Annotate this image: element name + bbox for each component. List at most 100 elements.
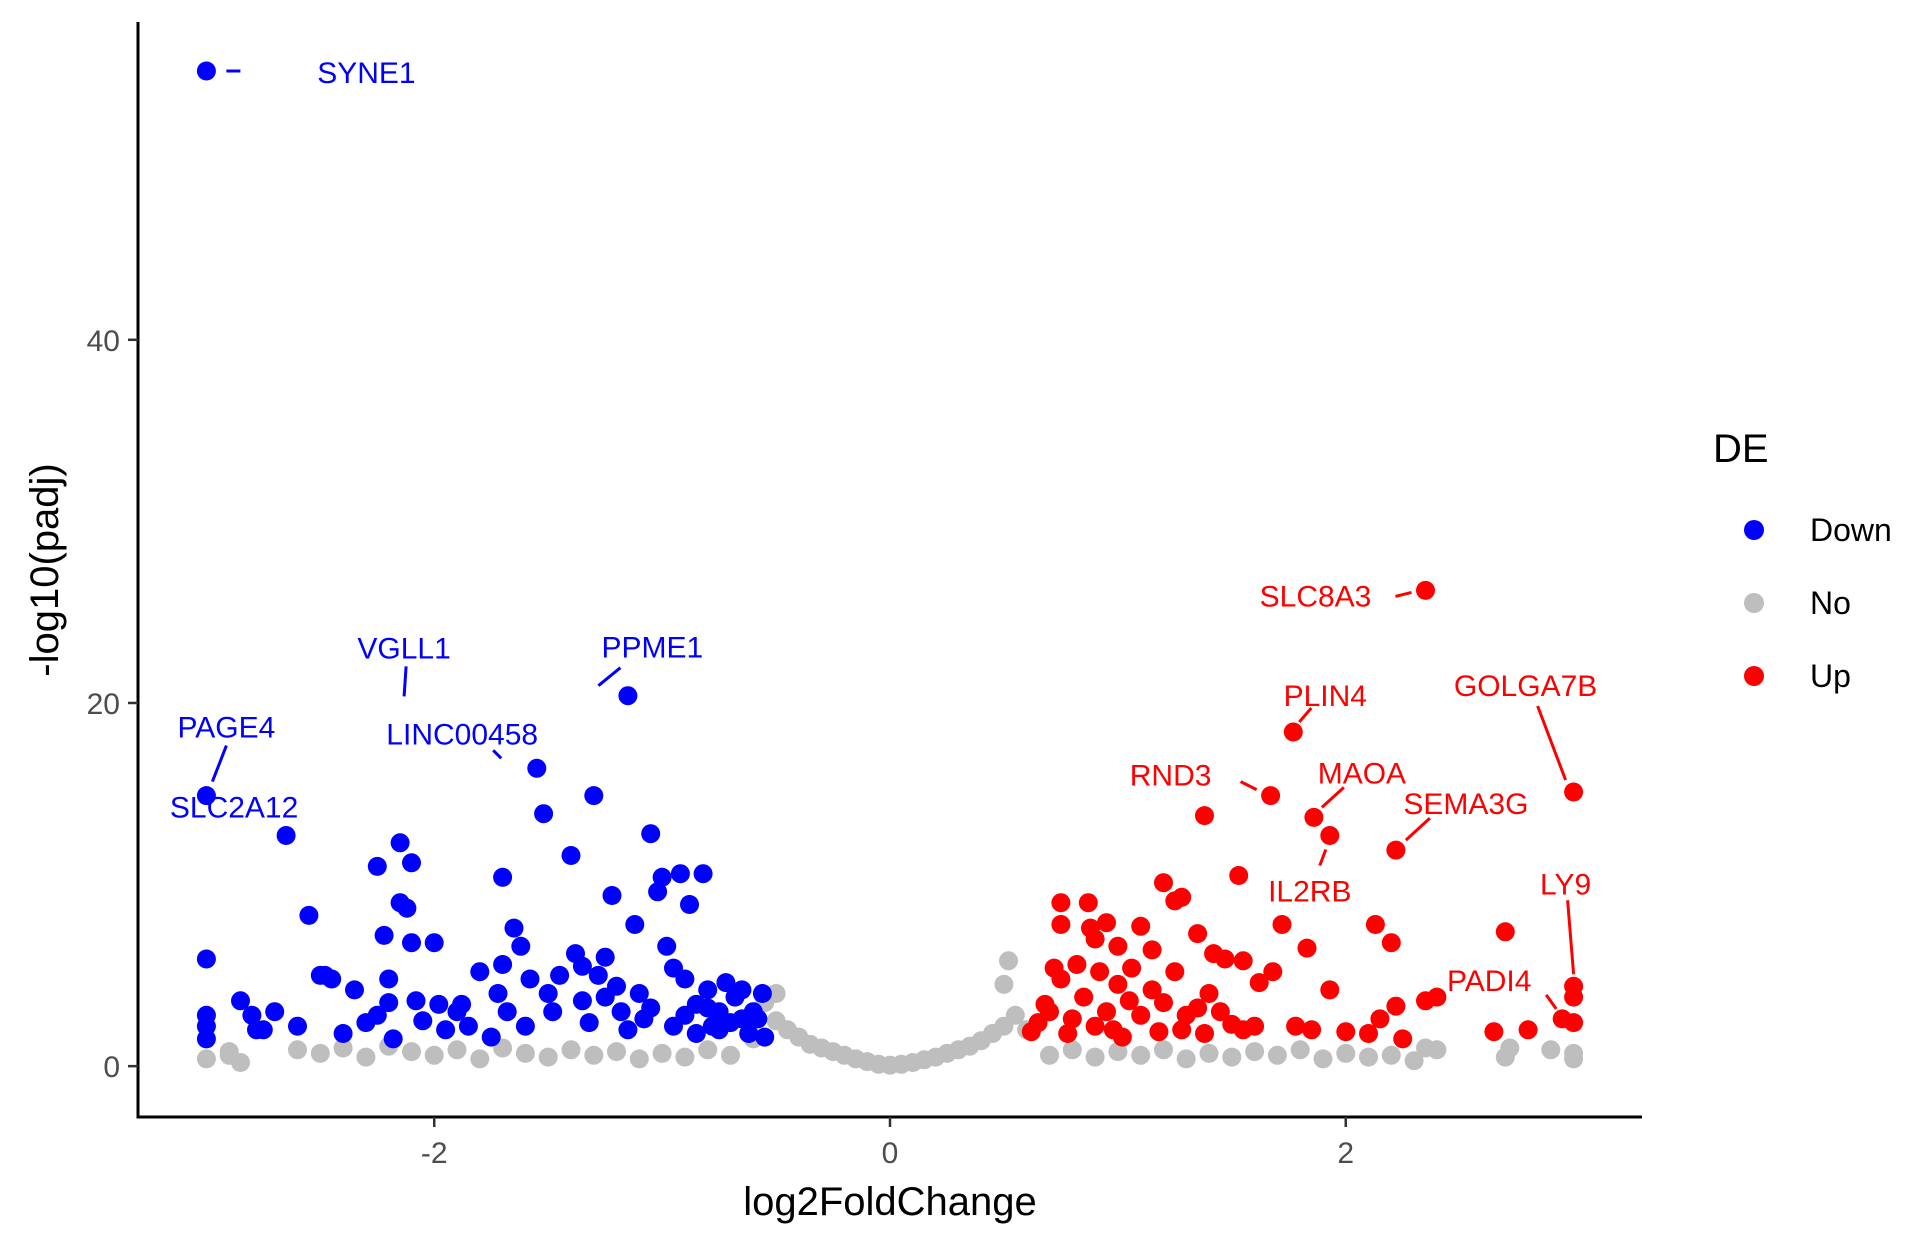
point-down [470, 962, 490, 982]
point-no [629, 1049, 649, 1069]
point-down [588, 965, 608, 985]
point-down [481, 1027, 501, 1047]
point-down [402, 853, 421, 873]
gene-label-ppme1: PPME1 [602, 632, 704, 665]
point-down [709, 1020, 729, 1040]
point-down [515, 1016, 535, 1036]
point-no [288, 1040, 307, 1060]
point-up [1172, 887, 1192, 907]
point-up [1320, 980, 1340, 1000]
y-tick-label: 40 [87, 325, 120, 358]
label-connector-ppme1 [597, 666, 622, 687]
point-down [534, 804, 554, 824]
point-no [1222, 1047, 1242, 1067]
label-connector-page4 [211, 745, 228, 783]
point-up [1062, 1009, 1082, 1029]
point-no [1040, 1045, 1059, 1065]
point-no [333, 1038, 353, 1058]
points-layer [196, 61, 1584, 1075]
point-up [1210, 1002, 1230, 1022]
point-down [288, 1016, 307, 1036]
gene-label-golga7b: GOLGA7B [1454, 670, 1597, 703]
point-no [1564, 1043, 1584, 1063]
point-up [1233, 951, 1253, 971]
point-up [1386, 840, 1406, 860]
gene-label-vgll1: VGLL1 [357, 632, 450, 665]
point-down [452, 994, 472, 1014]
point-down [732, 1009, 752, 1029]
point-no [766, 984, 786, 1003]
point-no [999, 951, 1018, 971]
y-tick-label: 0 [103, 1051, 120, 1084]
point-down [242, 1005, 262, 1025]
point-no [1427, 1040, 1447, 1060]
point-up [1302, 1020, 1322, 1040]
gene-label-il2rb: IL2RB [1268, 876, 1351, 909]
point-no [402, 1042, 421, 1062]
point-up [1176, 1005, 1196, 1025]
point-down [196, 61, 216, 81]
point-no [1005, 1005, 1025, 1025]
point-up [1416, 991, 1435, 1011]
point-down [698, 980, 718, 1000]
point-no [1359, 1047, 1378, 1067]
point-up [1564, 1013, 1584, 1033]
point-no [1062, 1040, 1082, 1060]
legend-label-no: No [1810, 585, 1851, 621]
point-up [1484, 1022, 1504, 1042]
point-down [748, 1009, 768, 1029]
x-axis-title: log2FoldChange [743, 1180, 1037, 1224]
label-connector-maoa [1320, 786, 1345, 809]
point-up [1051, 915, 1071, 934]
point-down [390, 833, 410, 853]
point-up [1051, 893, 1071, 913]
point-up [1320, 826, 1340, 845]
point-up [1495, 922, 1515, 942]
point-down [511, 936, 531, 956]
point-no [994, 974, 1014, 994]
point-no [1336, 1043, 1356, 1063]
point-up [1078, 893, 1098, 913]
point-down [739, 1024, 759, 1043]
y-tick-label: 20 [87, 688, 120, 721]
point-no [424, 1045, 444, 1065]
point-no [1085, 1047, 1105, 1067]
gene-label-padi4: PADI4 [1447, 965, 1531, 998]
point-down [493, 955, 513, 974]
point-down [543, 1002, 563, 1022]
point-down [265, 1002, 285, 1022]
label-connector-rnd3 [1239, 780, 1258, 791]
point-up [1261, 786, 1281, 806]
point-down [374, 925, 394, 945]
point-no [1381, 1045, 1401, 1065]
point-up [1131, 1005, 1151, 1025]
point-down [196, 786, 216, 806]
point-down [664, 1016, 683, 1036]
point-up [1199, 984, 1219, 1003]
point-down [686, 1024, 706, 1043]
point-down [322, 969, 342, 989]
point-down [379, 969, 399, 989]
point-no [698, 1040, 718, 1060]
point-up [1122, 958, 1142, 978]
gene-labels-layer: SYNE1 VGLL1 PPME1 PAGE4 LINC00458 SLC2A12 SLC8… [170, 57, 1597, 998]
label-connector-il2rb [1318, 848, 1328, 867]
point-no [470, 1049, 490, 1069]
point-no [515, 1043, 535, 1063]
point-down [625, 915, 645, 934]
point-up [1188, 924, 1208, 944]
point-up [1564, 987, 1584, 1007]
point-down [641, 824, 661, 844]
gene-label-plin4: PLIN4 [1284, 680, 1367, 713]
point-up [1365, 915, 1385, 934]
x-tick-label: -2 [421, 1137, 448, 1170]
point-down [550, 965, 570, 985]
point-no [1267, 1045, 1287, 1065]
point-no [584, 1045, 604, 1065]
point-up [1074, 987, 1094, 1007]
point-up [1067, 955, 1087, 974]
point-no [675, 1047, 695, 1067]
point-down [618, 686, 638, 706]
legend-key-up [1744, 666, 1764, 686]
